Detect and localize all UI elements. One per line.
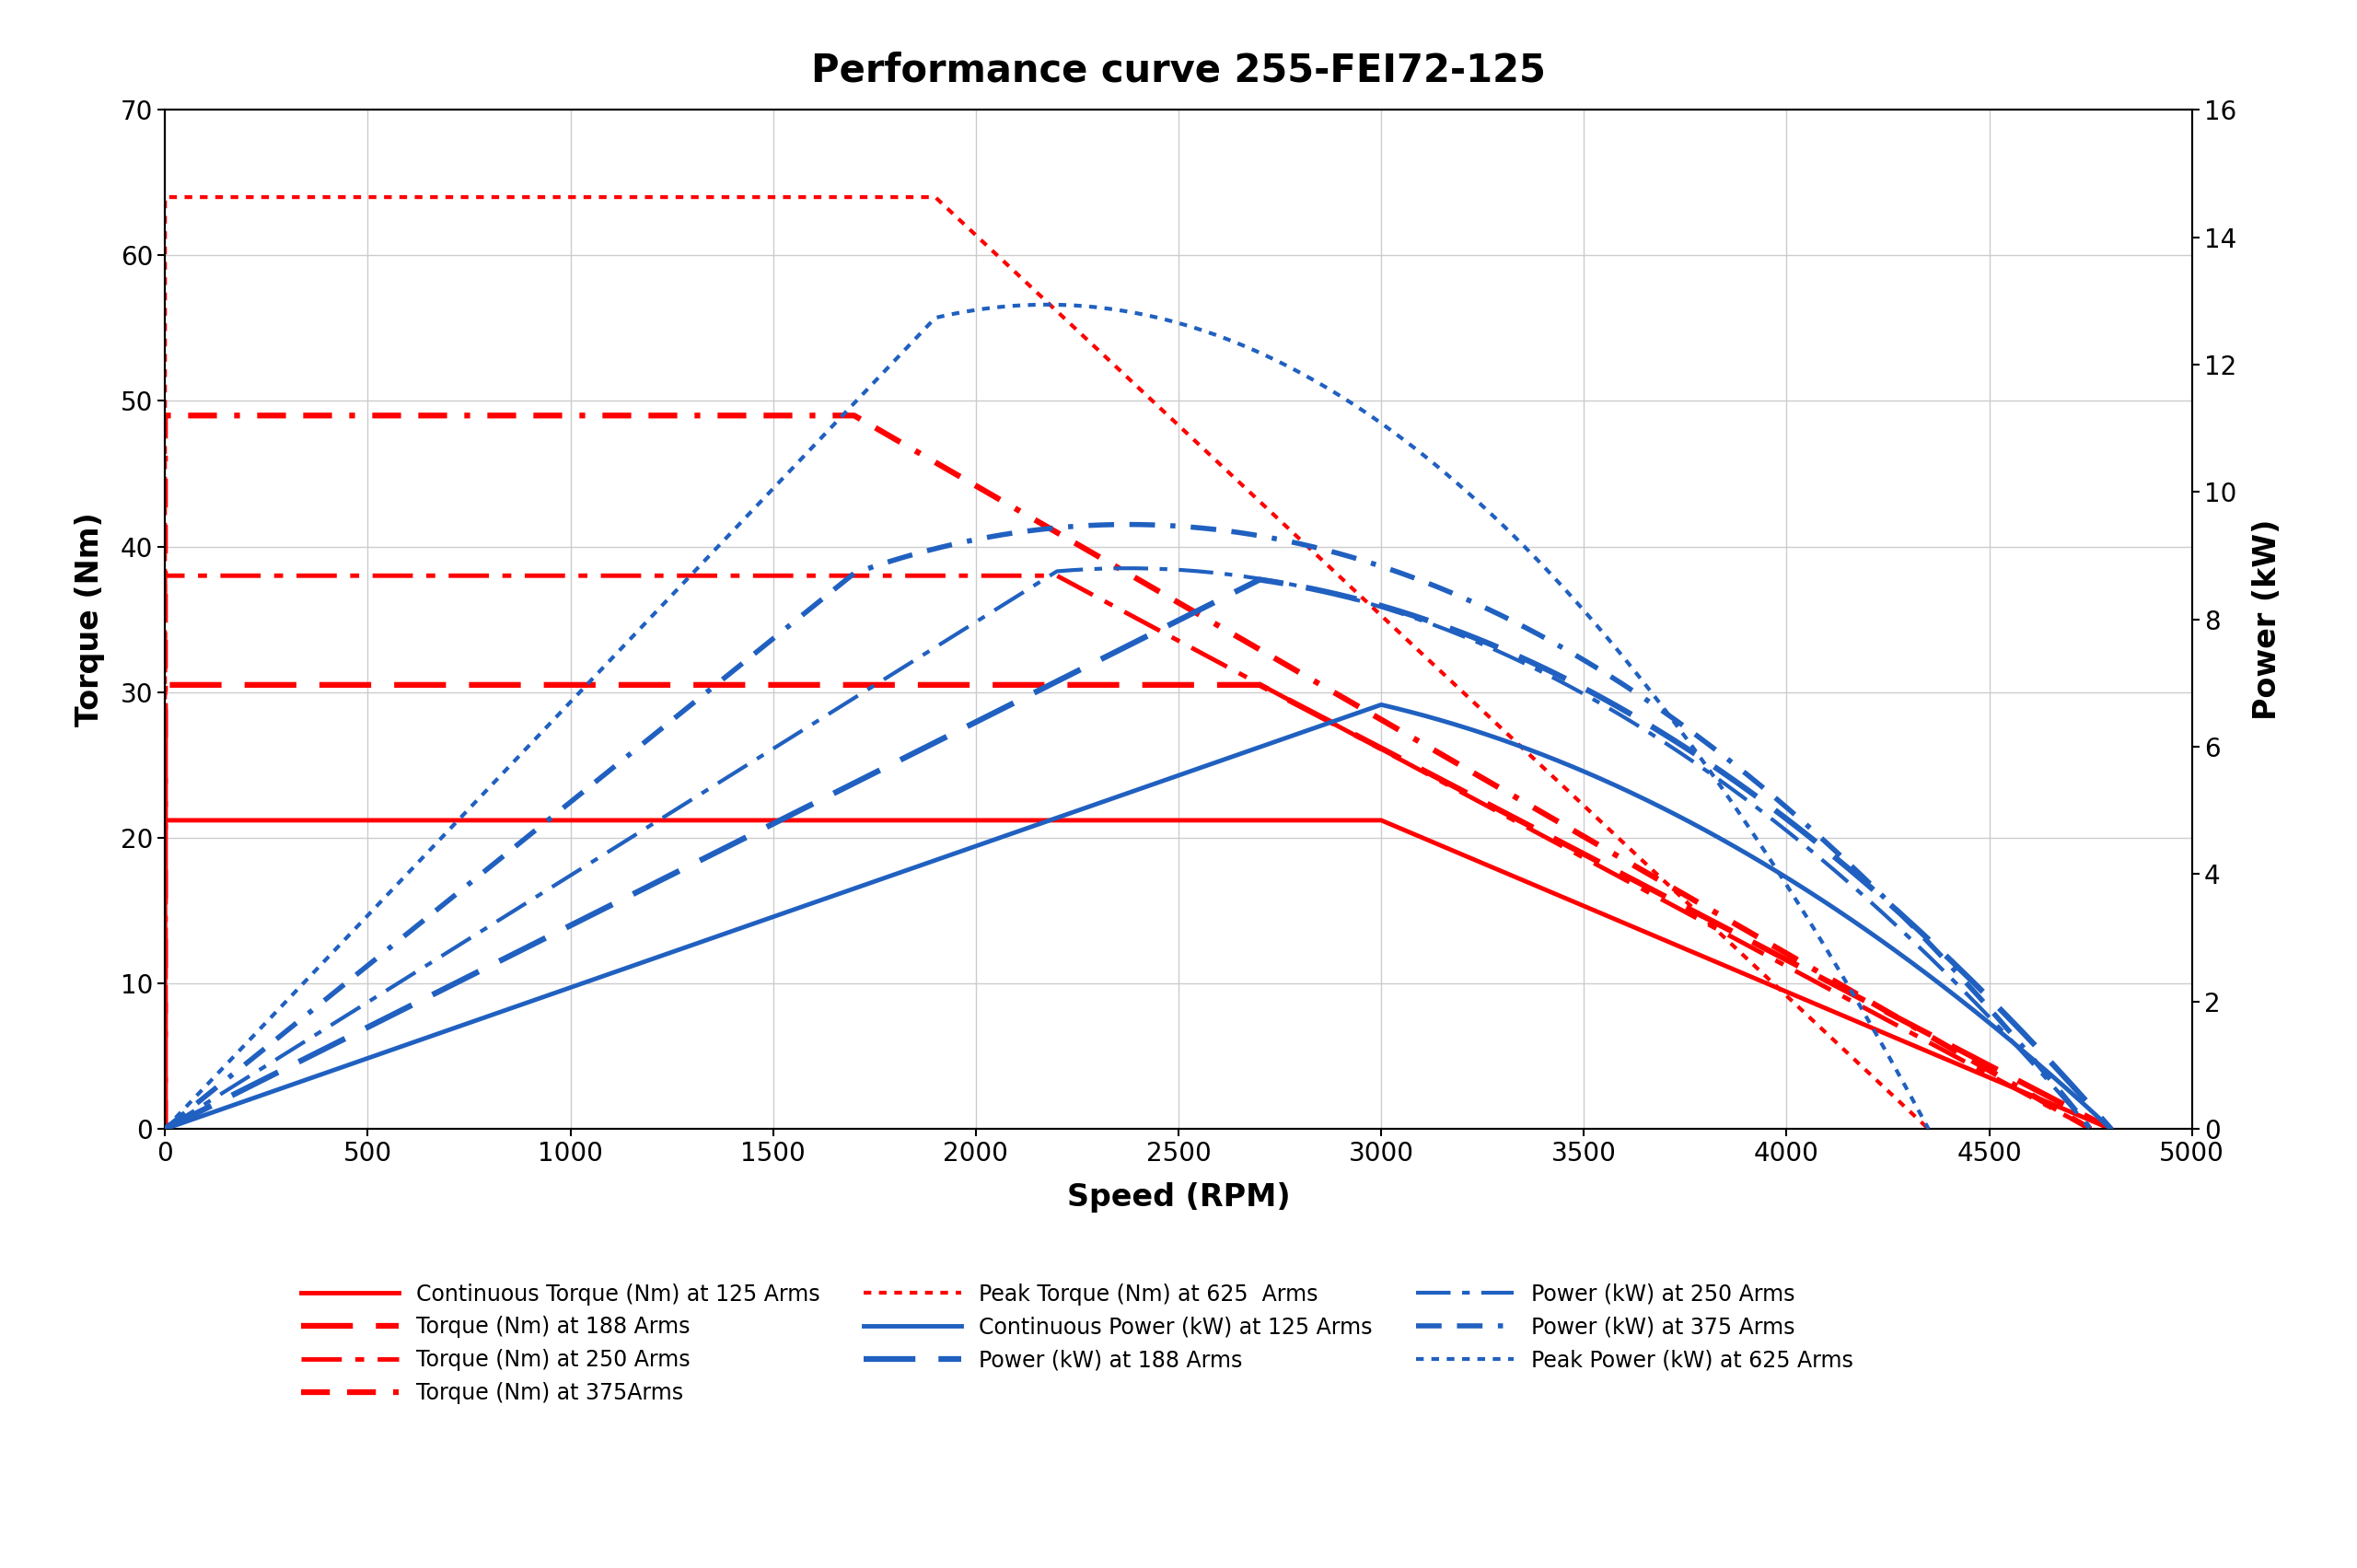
Y-axis label: Power (kW): Power (kW) xyxy=(2251,519,2282,720)
Y-axis label: Torque (Nm): Torque (Nm) xyxy=(75,513,104,726)
Legend: Continuous Torque (Nm) at 125 Arms, Torque (Nm) at 188 Arms, Torque (Nm) at 250 : Continuous Torque (Nm) at 125 Arms, Torq… xyxy=(290,1272,1864,1414)
Title: Performance curve 255-FEI72-125: Performance curve 255-FEI72-125 xyxy=(811,52,1546,89)
X-axis label: Speed (RPM): Speed (RPM) xyxy=(1068,1182,1289,1212)
